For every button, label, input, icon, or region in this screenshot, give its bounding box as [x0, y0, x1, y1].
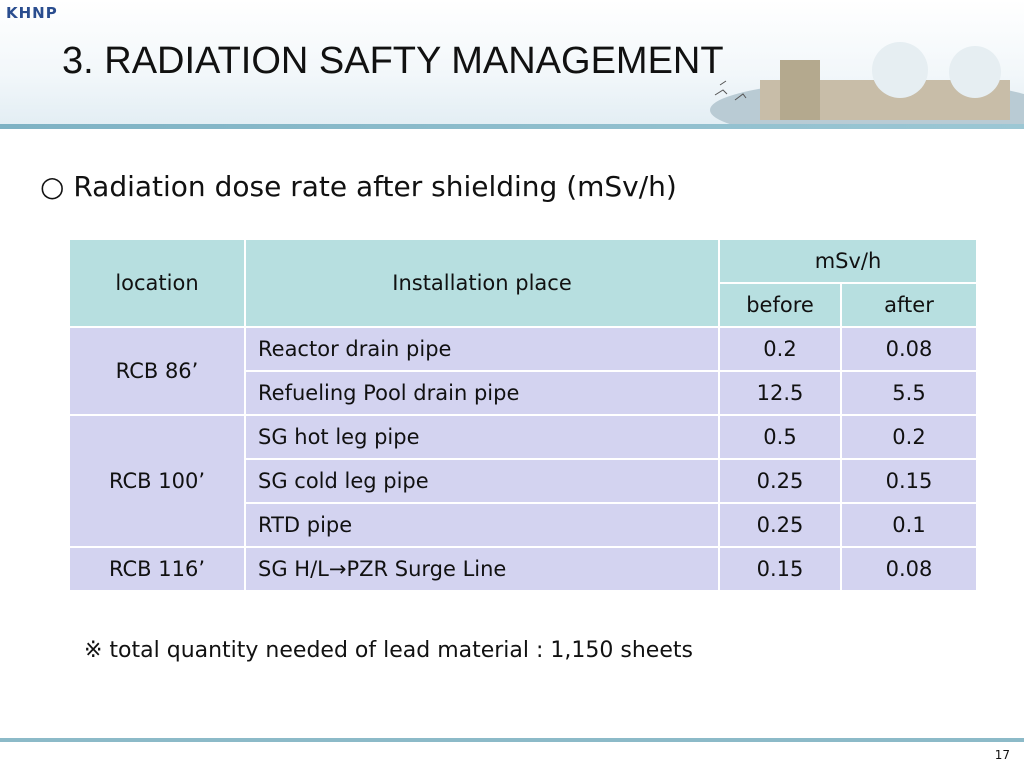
table-cell: 12.5 [718, 370, 842, 416]
table-cell: SG hot leg pipe [244, 414, 720, 460]
page-number: 17 [994, 748, 1010, 762]
table-cell: RCB 86’ [68, 326, 246, 416]
table-cell: 5.5 [840, 370, 978, 416]
table-cell: Reactor drain pipe [244, 326, 720, 372]
table-row: RCB 116’ SG H/L→PZR Surge Line 0.15 0.08 [68, 546, 978, 592]
header-rule [0, 124, 1024, 129]
table-cell: SG cold leg pipe [244, 458, 720, 504]
table-row: RTD pipe 0.25 0.1 [69, 502, 978, 548]
logo: KHNP [6, 4, 58, 22]
table-cell: RCB 100’ [68, 414, 246, 548]
table-cell: 0.5 [718, 414, 842, 460]
table-cell: 0.2 [840, 414, 978, 460]
note: ※ total quantity needed of lead material… [84, 638, 693, 663]
table-row: SG cold leg pipe 0.25 0.15 [69, 458, 978, 504]
title: 3. RADIATION SAFTY MANAGEMENT [62, 40, 724, 82]
table-cell: Refueling Pool drain pipe [244, 370, 720, 416]
header-cell: after [840, 282, 978, 328]
table-cell: 0.1 [840, 502, 978, 548]
table-row: Refueling Pool drain pipe 12.5 5.5 [69, 370, 978, 416]
table-cell: RCB 116’ [68, 546, 246, 592]
dose-table: location Installation place mSv/h before… [68, 238, 978, 592]
table-cell: 0.25 [718, 502, 842, 548]
table-row: RCB 86’ Reactor drain pipe 0.2 0.08 [68, 326, 978, 416]
table-cell: SG H/L→PZR Surge Line [244, 546, 720, 592]
table-cell: 0.08 [840, 546, 978, 592]
table-cell: 0.15 [840, 458, 978, 504]
table-cell: 0.08 [840, 326, 978, 372]
table-row: RCB 100’ SG hot leg pipe 0.5 0.2 [68, 414, 978, 548]
header-cell: location [68, 238, 246, 328]
table-cell: RTD pipe [244, 502, 720, 548]
header-cell: Installation place [244, 238, 720, 328]
table-cell: 0.2 [718, 326, 842, 372]
header-band: KHNP 3. RADIATION SAFTY MANAGEMENT [0, 0, 1024, 124]
header-cell: before [718, 282, 842, 328]
header-art [710, 42, 1024, 124]
table-cell: 0.15 [718, 546, 842, 592]
footer-rule [0, 738, 1024, 742]
table-cell: 0.25 [718, 458, 842, 504]
header-cell: mSv/h [718, 238, 978, 284]
subtitle: ○ Radiation dose rate after shielding (m… [40, 170, 677, 203]
